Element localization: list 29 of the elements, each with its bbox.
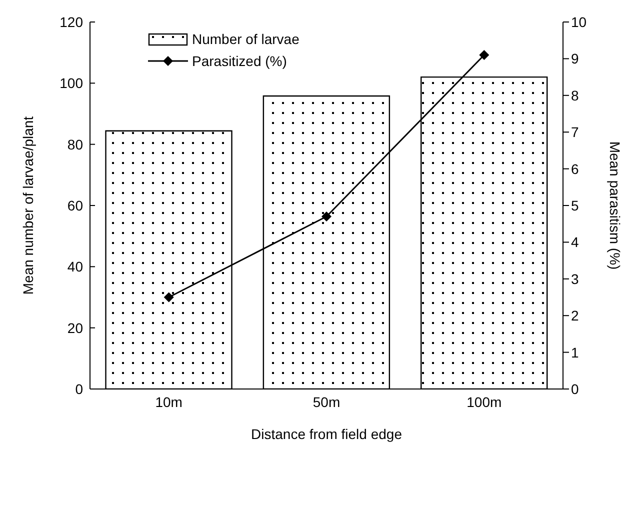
- y2-tick-label: 3: [571, 270, 579, 287]
- y-tick-label: 20: [67, 320, 84, 336]
- y2-tick-label: 2: [571, 308, 579, 324]
- y2-tick-label: 4: [571, 234, 579, 250]
- x-axis-title: Distance from field edge: [251, 426, 402, 442]
- point: [322, 212, 332, 222]
- y2-tick-label: 0: [571, 380, 579, 397]
- y2-tick-label: 7: [571, 124, 579, 140]
- x-tick-label: 10m: [155, 394, 182, 410]
- y2-axis-title: Mean parasitism (%): [607, 141, 624, 270]
- point: [164, 292, 174, 302]
- y2-tick-label: 9: [571, 50, 579, 67]
- y-tick-label: 0: [75, 380, 84, 397]
- legend-label: Number of larvae: [192, 31, 300, 47]
- y-tick-label: 120: [60, 14, 84, 30]
- x-tick-label: 50m: [312, 394, 340, 410]
- y2-tick-label: 5: [571, 197, 579, 214]
- y-axis-title: Mean number of larvae/plant: [20, 116, 36, 295]
- legend-label: Parasitized (%): [192, 53, 287, 69]
- point: [479, 50, 490, 60]
- y-tick-label: 60: [67, 197, 84, 214]
- y2-tick-label: 8: [571, 87, 579, 104]
- x-tick-label: 100m: [466, 394, 502, 410]
- y2-tick-label: 1: [571, 344, 579, 360]
- y-tick-label: 40: [67, 258, 84, 275]
- y2-tick-label: 6: [571, 160, 579, 177]
- y-tick-label: 80: [67, 136, 84, 152]
- y-tick-label: 100: [60, 75, 84, 92]
- y2-tick-label: 10: [571, 14, 587, 30]
